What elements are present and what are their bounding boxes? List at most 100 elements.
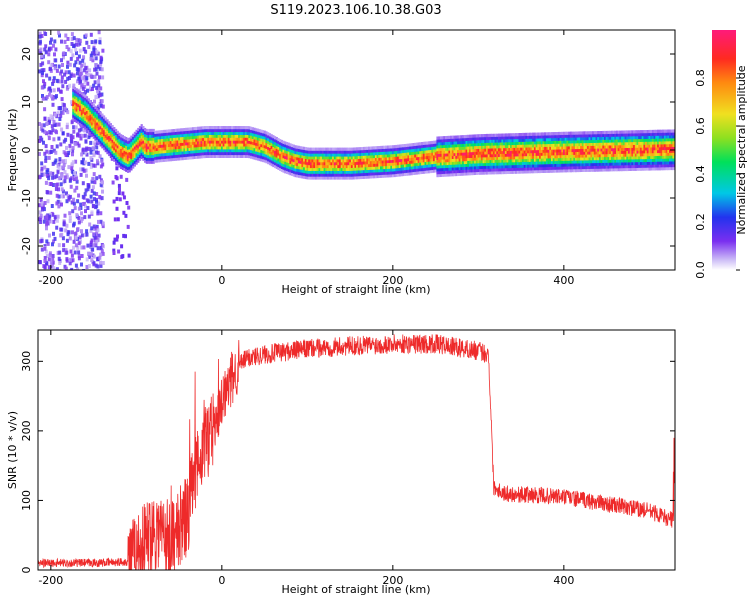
heatmap-cell xyxy=(243,151,246,156)
heatmap-cell xyxy=(427,161,431,165)
heatmap-cell xyxy=(492,162,496,166)
heatmap-cell xyxy=(289,160,292,164)
heatmap-cell xyxy=(61,63,64,67)
heatmap-cell xyxy=(568,157,571,161)
heatmap-cell xyxy=(119,174,123,179)
heatmap-cell xyxy=(354,176,357,180)
heatmap-cell xyxy=(45,190,49,194)
heatmap-cell xyxy=(528,158,531,162)
heatmap-cell xyxy=(195,132,198,136)
heatmap-cell xyxy=(115,151,118,156)
heatmap-cell xyxy=(291,158,294,162)
heatmap-cell xyxy=(345,159,348,163)
heatmap-cell xyxy=(333,176,336,180)
heatmap-cell xyxy=(393,168,396,172)
heatmap-cell xyxy=(128,160,131,164)
heatmap-cell xyxy=(117,249,121,254)
heatmap-cell xyxy=(380,151,383,155)
heatmap-cell xyxy=(392,145,395,149)
heatmap-cell xyxy=(508,136,511,140)
heatmap-cell xyxy=(470,143,473,147)
heatmap-cell xyxy=(82,110,85,114)
heatmap-cell xyxy=(304,158,307,162)
heatmap-cell xyxy=(573,160,576,164)
heatmap-cell xyxy=(70,42,74,46)
heatmap-cell xyxy=(243,131,246,135)
heatmap-cell xyxy=(421,165,424,169)
heatmap-cell xyxy=(46,199,50,204)
heatmap-cell xyxy=(57,166,61,171)
heatmap-cell xyxy=(407,163,410,167)
heatmap-cell xyxy=(58,200,62,205)
heatmap-cell xyxy=(154,136,157,140)
heatmap-cell xyxy=(183,130,186,135)
heatmap-cell xyxy=(604,162,607,166)
heatmap-cell xyxy=(463,166,466,170)
heatmap-cell xyxy=(443,164,446,169)
heatmap-cell xyxy=(267,155,270,159)
heatmap-cell xyxy=(318,147,321,151)
heatmap-cell xyxy=(313,176,316,180)
heatmap-cell xyxy=(179,137,183,141)
heatmap-cell xyxy=(75,179,79,184)
heatmap-cell xyxy=(238,151,241,156)
heatmap-cell xyxy=(236,149,239,153)
heatmap-cell xyxy=(313,167,316,171)
heatmap-cell xyxy=(417,148,420,152)
heatmap-cell xyxy=(486,159,489,164)
heatmap-cell xyxy=(465,137,468,141)
heatmap-cell xyxy=(121,254,125,259)
heatmap-cell xyxy=(446,147,449,151)
heatmap-cell xyxy=(499,171,502,175)
heatmap-cell xyxy=(520,156,523,160)
heatmap-cell xyxy=(371,149,374,153)
heatmap-cell xyxy=(118,155,121,159)
heatmap-cell xyxy=(55,144,59,149)
heatmap-cell xyxy=(340,147,343,151)
heatmap-cell xyxy=(436,168,439,172)
heatmap-cell xyxy=(528,167,531,171)
heatmap-cell xyxy=(515,133,518,137)
heatmap-cell xyxy=(498,150,501,155)
heatmap-cell xyxy=(115,160,118,164)
heatmap-cell xyxy=(573,163,576,167)
heatmap-cell xyxy=(414,142,417,146)
heatmap-cell xyxy=(316,164,319,169)
heatmap-cell xyxy=(496,133,499,137)
heatmap-cell xyxy=(46,241,50,246)
heatmap-cell xyxy=(445,136,448,140)
heatmap-cell xyxy=(443,156,446,160)
heatmap-cell xyxy=(354,147,357,151)
heatmap-cell xyxy=(581,154,584,158)
heatmap-cell xyxy=(559,154,562,159)
heatmap-cell xyxy=(78,235,82,240)
heatmap-cell xyxy=(77,256,81,261)
heatmap-cell xyxy=(477,151,480,155)
heatmap-cell xyxy=(265,139,268,144)
heatmap-cell xyxy=(308,153,311,157)
heatmap-cell xyxy=(491,145,494,149)
heatmap-cell xyxy=(520,164,523,168)
heatmap-cell xyxy=(166,152,169,156)
heatmap-cell xyxy=(68,148,72,153)
heatmap-cell xyxy=(217,128,220,133)
heatmap-cell xyxy=(138,140,142,144)
heatmap-cell xyxy=(446,161,449,166)
heatmap-cell xyxy=(552,160,555,165)
heatmap-cell xyxy=(506,136,509,140)
heatmap-cell xyxy=(503,150,506,154)
heatmap-cell xyxy=(263,133,266,137)
heatmap-cell xyxy=(441,159,444,163)
heatmap-cell xyxy=(111,153,114,157)
heatmap-cell xyxy=(185,142,188,146)
heatmap-cell xyxy=(125,163,128,167)
heatmap-cell xyxy=(395,170,398,174)
heatmap-cell xyxy=(404,158,407,162)
heatmap-cell xyxy=(339,167,342,171)
heatmap-cell xyxy=(87,45,91,49)
heatmap-cell xyxy=(210,128,213,133)
heatmap-cell xyxy=(482,157,485,161)
heatmap-cell xyxy=(120,139,123,144)
heatmap-cell xyxy=(468,160,472,164)
heatmap-cell xyxy=(445,150,448,154)
